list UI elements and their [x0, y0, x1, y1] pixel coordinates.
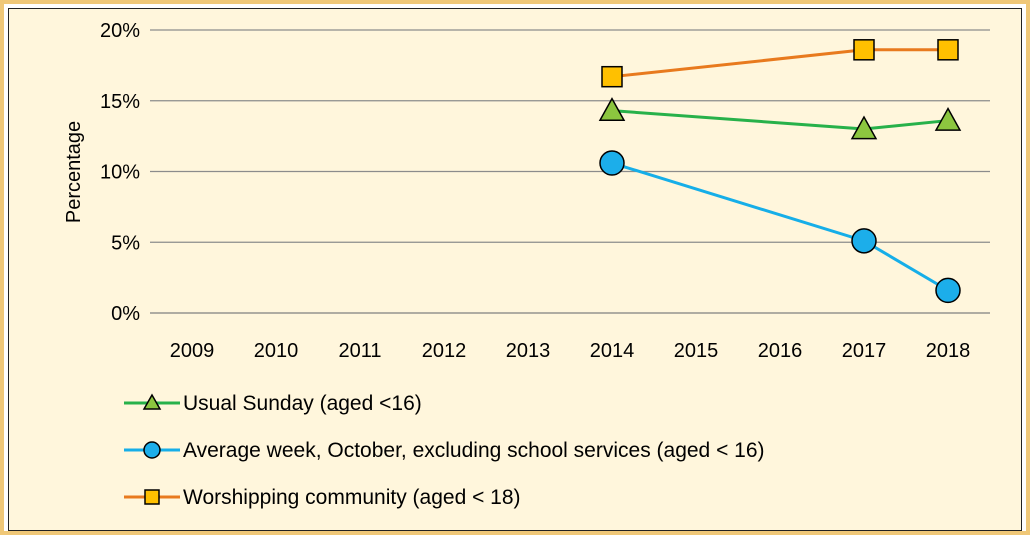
- series-line: [611, 109, 949, 131]
- data-point: [853, 39, 875, 61]
- y-axis-label: Percentage: [63, 121, 85, 223]
- y-tick-label: 10%: [100, 162, 140, 184]
- y-axis-ticks: 0% 5% 10% 15% 20%: [100, 20, 140, 325]
- legend-item: Average week, October, excluding school …: [124, 439, 765, 462]
- data-point: [599, 150, 625, 176]
- y-tick-label: 15%: [100, 91, 140, 113]
- x-tick-label: 2010: [254, 340, 299, 362]
- legend-label: Usual Sunday (aged <16): [183, 392, 422, 415]
- y-tick-label: 5%: [111, 232, 140, 254]
- data-point: [598, 97, 626, 122]
- legend-label: Average week, October, excluding school …: [183, 439, 765, 462]
- data-point: [937, 39, 959, 61]
- legend-marker: [143, 441, 161, 459]
- series-2: [599, 150, 961, 304]
- y-tick-label: 20%: [100, 20, 140, 42]
- data-point: [935, 277, 961, 304]
- series-3: [601, 39, 959, 88]
- y-tick-label: 0%: [111, 303, 140, 325]
- series-line: [611, 48, 948, 79]
- legend-marker: [144, 489, 160, 505]
- data-point: [851, 228, 877, 254]
- x-tick-label: 2011: [338, 340, 381, 362]
- legend: Usual Sunday (aged <16) Average week, Oct…: [124, 392, 765, 509]
- data-point: [934, 107, 962, 131]
- x-tick-label: 2015: [674, 340, 719, 362]
- data-point: [850, 115, 878, 140]
- x-tick-label: 2014: [590, 340, 635, 362]
- series-line: [611, 161, 949, 292]
- chart-panel: [8, 8, 1022, 531]
- x-axis-ticks: 2009 2010 2011 2012 2013 2014 2015 2016 2017 2018: [170, 340, 971, 362]
- x-tick-label: 2016: [758, 340, 803, 362]
- series-layer: [598, 39, 962, 304]
- legend-marker: [142, 393, 162, 410]
- data-point: [601, 65, 623, 88]
- x-tick-label: 2017: [842, 340, 887, 362]
- x-tick-label: 2013: [506, 340, 551, 362]
- legend-item: Usual Sunday (aged <16): [124, 392, 422, 415]
- gridlines: [150, 29, 990, 314]
- legend-label: Worshipping community (aged < 18): [183, 486, 521, 509]
- x-tick-label: 2009: [170, 340, 215, 362]
- series-1: [598, 97, 962, 140]
- x-tick-label: 2018: [926, 340, 971, 362]
- legend-item: Worshipping community (aged < 18): [124, 486, 521, 509]
- x-tick-label: 2012: [422, 340, 467, 362]
